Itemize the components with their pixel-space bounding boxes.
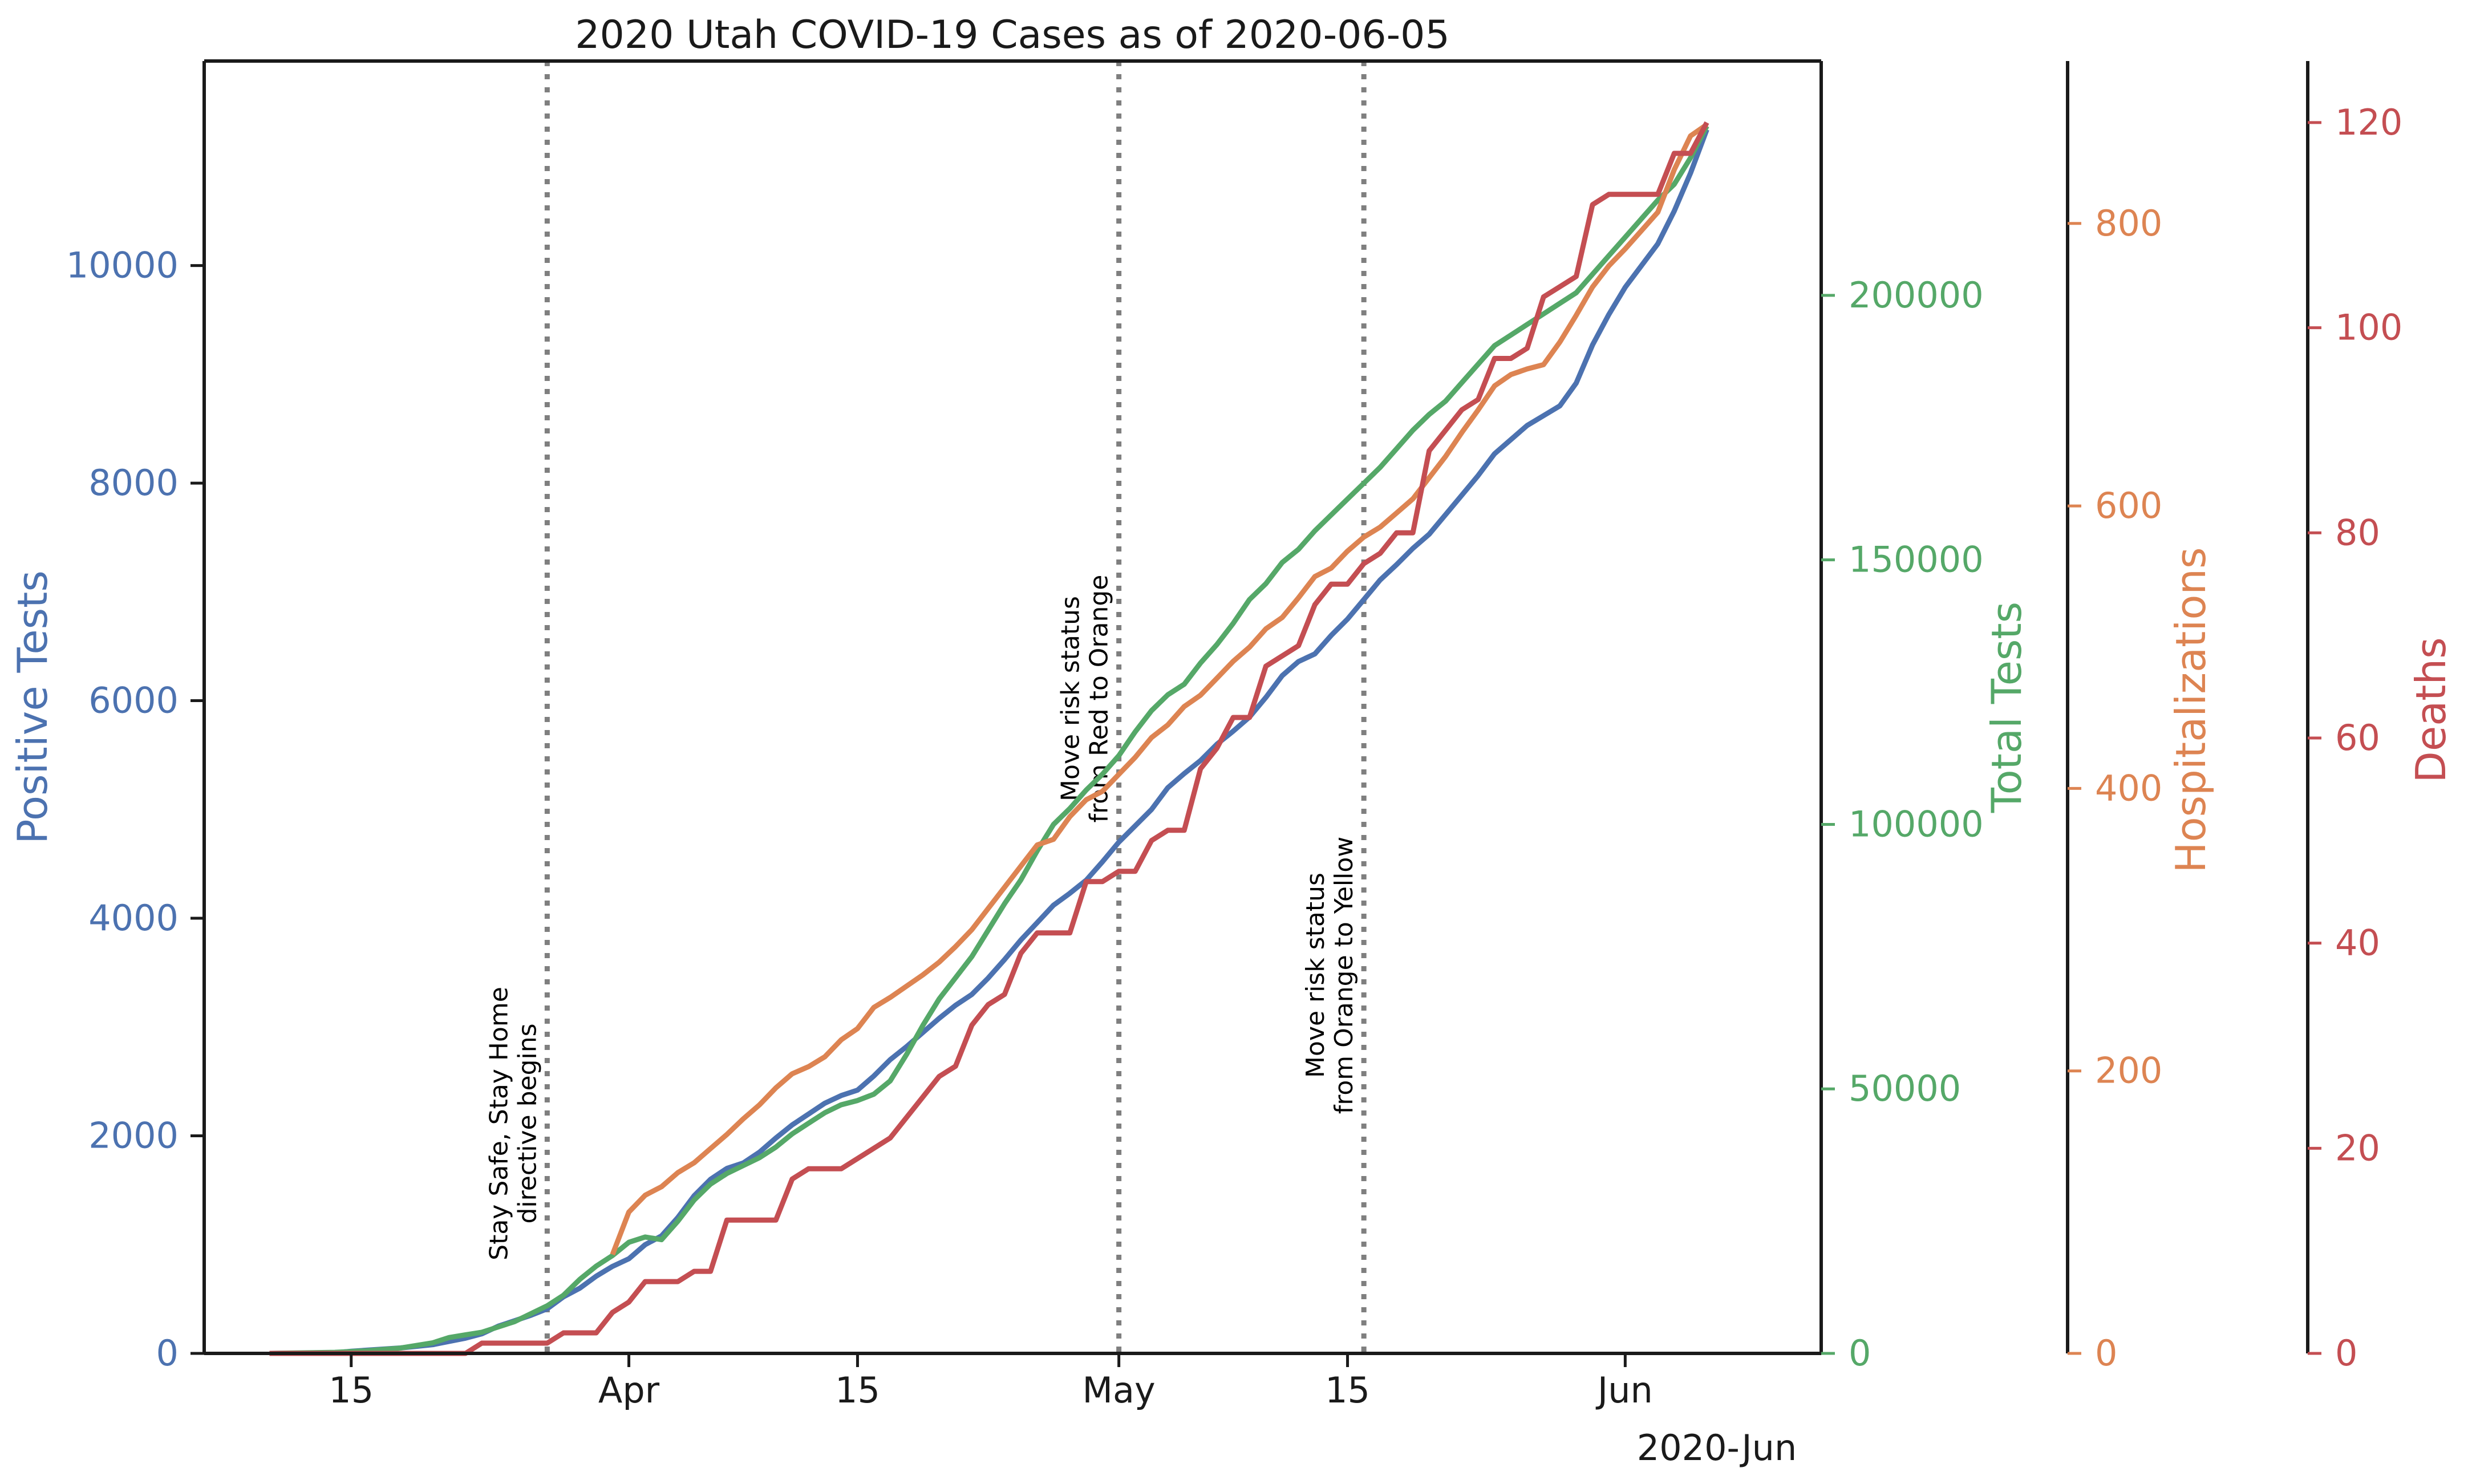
event-annotation-1-line-1: Stay Safe, Stay Home [484,987,513,1260]
y-tick-label-positive: 8000 [88,462,179,504]
axis-labels: Positive Tests Total Tests Hospitalizati… [9,547,2455,1469]
x-tick-label: 15 [1325,1369,1370,1411]
y-tick-label-hospital: 400 [2095,767,2162,809]
y-tick-label-deaths: 40 [2335,922,2380,964]
y-tick-label-deaths: 100 [2335,307,2402,348]
x-tick-label: May [1083,1369,1156,1411]
x-tick-label: Jun [1595,1369,1653,1411]
series-line-tests [269,125,1709,1356]
y-tick-label-tests: 100000 [1849,803,1984,845]
y-tick-label-deaths: 80 [2335,512,2380,553]
y-tick-label-deaths: 20 [2335,1127,2380,1169]
y-tick-label-hospital: 600 [2095,485,2162,526]
event-annotation-3-line-1: Move risk status [1301,873,1330,1078]
y-tick-label-tests: 200000 [1849,274,1984,316]
y-axis-label-deaths: Deaths [2407,637,2455,782]
y-tick-label-deaths: 120 [2335,102,2402,143]
y-tick-label-hospital: 0 [2095,1332,2117,1374]
y-tick-label-deaths: 0 [2335,1332,2357,1374]
y-tick-label-hospital: 800 [2095,202,2162,244]
chart-title: 2020 Utah COVID-19 Cases as of 2020-06-0… [575,13,1449,58]
x-tick-label: Apr [598,1369,660,1411]
axes: 15 Apr 15 May 15 Jun0200040006000800010000050… [66,59,2402,1411]
event-annotation-1-line-2: directive begins [513,1023,542,1223]
y-axis-label-total-tests: Total Tests [1983,602,2031,813]
y-tick-label-positive: 0 [156,1332,179,1374]
x-tick-label: 15 [835,1369,880,1411]
event-annotation-3-line-2: from Orange to Yellow [1330,837,1359,1114]
series-line-hospital [610,122,1709,1256]
y-tick-label-deaths: 60 [2335,717,2380,759]
y-tick-label-positive: 2000 [88,1115,179,1157]
y-tick-label-tests: 50000 [1849,1068,1961,1109]
y-axis-label-hospitalizations: Hospitalizations [2167,547,2215,873]
x-tick-label: 15 [329,1369,374,1411]
y-axis-label-positive-tests: Positive Tests [9,570,56,844]
y-tick-label-positive: 10000 [66,245,179,286]
event-annotation-2-line-1: Move risk status [1056,596,1085,801]
y-tick-label-positive: 4000 [88,897,179,939]
y-tick-label-hospital: 200 [2095,1050,2162,1092]
event-annotations: Stay Safe, Stay Home directive begins Move… [484,61,1367,1353]
series-lines [269,121,1709,1356]
y-tick-label-tests: 150000 [1849,539,1984,581]
series-line-deaths [269,121,1709,1356]
y-tick-label-positive: 6000 [88,680,179,721]
x-axis-offset-label: 2020-Jun [1637,1427,1797,1469]
y-tick-label-tests: 0 [1849,1332,1871,1374]
